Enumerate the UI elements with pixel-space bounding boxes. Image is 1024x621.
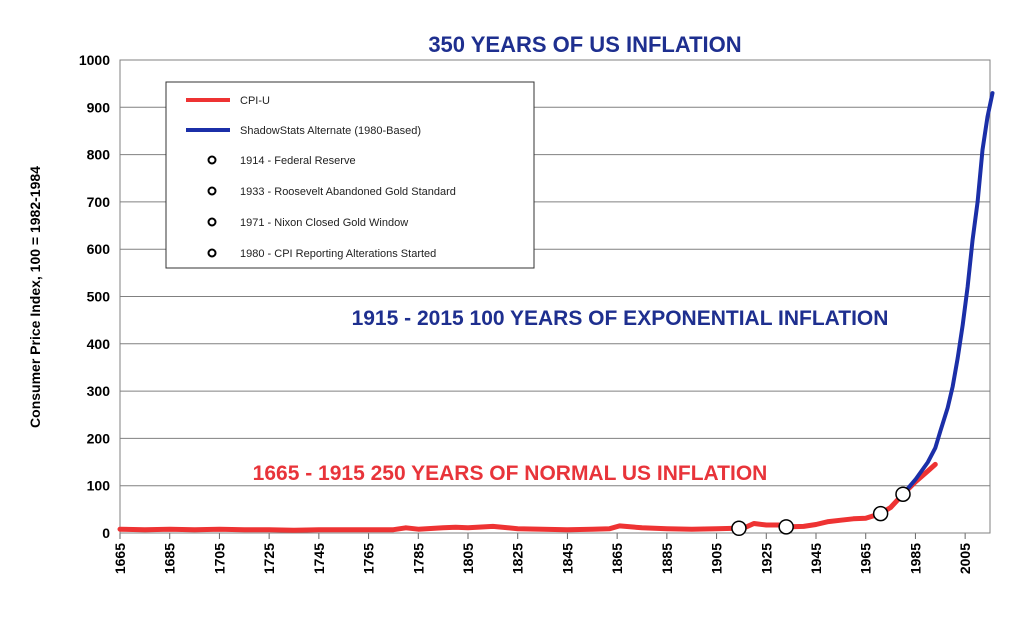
y-tick-label: 1000 [79, 52, 110, 68]
y-axis-label: Consumer Price Index, 100 = 1982-1984 [27, 166, 43, 428]
event-marker [872, 505, 889, 522]
x-axis-ticks: 1665 1685 1705 1725 1745 1765 1785 1805 1825 1845… [112, 533, 973, 574]
legend-label-cpi-u: CPI-U [240, 95, 270, 107]
legend-box [165, 81, 535, 269]
y-tick-label: 400 [87, 336, 111, 352]
x-tick-label: 1985 [907, 543, 923, 574]
series-line-cpi-u [117, 461, 938, 533]
y-tick-label: 900 [87, 99, 111, 115]
legend-label-marker-4: 1980 - CPI Reporting Alterations Started [240, 248, 436, 260]
x-tick-label: 1685 [162, 543, 178, 574]
legend-marker-icon [207, 186, 217, 196]
y-tick-label: 500 [87, 289, 111, 305]
x-tick-label: 1825 [510, 543, 526, 574]
x-tick-label: 1805 [460, 543, 476, 574]
y-tick-label: 200 [87, 430, 111, 446]
legend-label-marker-3: 1971 - Nixon Closed Gold Window [240, 217, 408, 229]
series-line-shadowstats [901, 91, 995, 497]
x-tick-label: 1905 [709, 543, 725, 574]
y-tick-label: 0 [102, 525, 110, 541]
event-marker [778, 519, 794, 535]
x-tick-label: 1925 [758, 543, 774, 574]
x-tick-label: 1965 [858, 543, 874, 574]
annotation-normal: 1665 - 1915 250 YEARS OF NORMAL US INFLA… [253, 462, 768, 485]
x-tick-label: 1665 [112, 543, 128, 574]
y-tick-label: 600 [87, 241, 111, 257]
y-tick-label: 800 [87, 147, 111, 163]
event-markers [731, 486, 911, 537]
x-tick-label: 1845 [559, 543, 575, 574]
legend-label-marker-1: 1914 - Federal Reserve [240, 155, 356, 167]
annotation-exponential: 1915 - 2015 100 YEARS OF EXPONENTIAL INF… [352, 307, 889, 330]
x-tick-label: 1865 [609, 543, 625, 574]
x-tick-label: 1745 [311, 543, 327, 574]
y-tick-label: 700 [87, 194, 111, 210]
y-tick-label: 300 [87, 383, 111, 399]
y-tick-label: 100 [87, 478, 111, 494]
plot-area-border [119, 59, 991, 534]
x-tick-label: 1705 [211, 543, 227, 574]
event-marker [731, 520, 747, 537]
legend: CPI-U ShadowStats Alternate (1980-Based)… [165, 81, 535, 269]
legend-label-marker-2: 1933 - Roosevelt Abandoned Gold Standard [240, 186, 456, 198]
chart-title: 350 YEARS OF US INFLATION [428, 32, 741, 57]
x-tick-label: 1945 [808, 543, 824, 574]
y-axis-ticks: 0 100 200 300 400 500 600 700 800 900 1000 [79, 52, 110, 541]
legend-marker-icon [207, 155, 217, 165]
legend-label-shadowstats: ShadowStats Alternate (1980-Based) [240, 125, 421, 137]
legend-marker-icon [207, 217, 217, 227]
x-tick-label: 2005 [957, 543, 973, 574]
x-tick-label: 1885 [659, 543, 675, 574]
event-marker [895, 486, 911, 502]
x-tick-label: 1765 [361, 543, 377, 574]
x-tick-label: 1725 [261, 543, 277, 574]
x-tick-label: 1785 [410, 543, 426, 574]
series-lines [117, 91, 995, 533]
legend-marker-icon [207, 248, 217, 258]
